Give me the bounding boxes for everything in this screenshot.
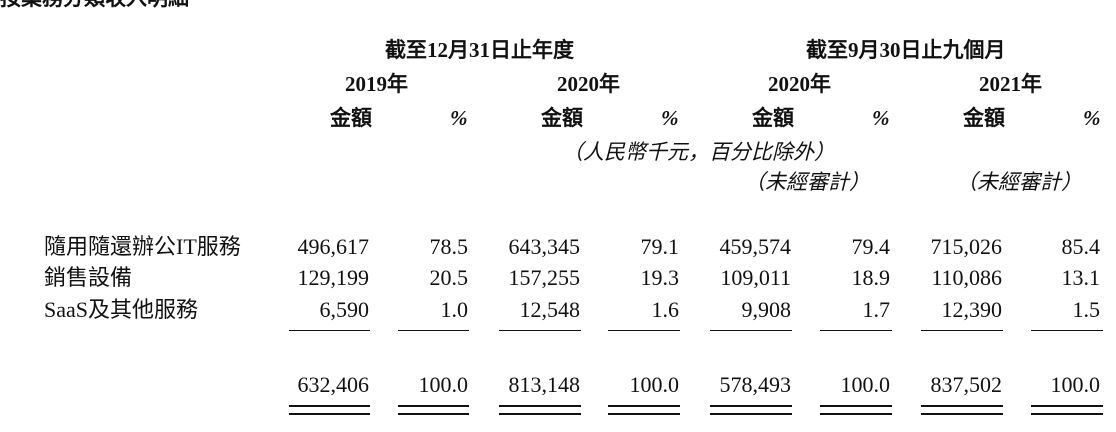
subtotal-rule-c3: [499, 330, 581, 331]
year-header-2019: 2019年: [345, 72, 408, 96]
cell-r2-c6: 18.9: [851, 265, 891, 290]
period-header-nine-months: 截至9月30日止九個月: [806, 38, 1006, 62]
period-header-annual: 截至12月31日止年度: [385, 38, 574, 62]
cell-r1-c8: 85.4: [1061, 234, 1101, 259]
total-c8: 100.0: [1050, 372, 1101, 397]
cell-r2-c1: 129,199: [297, 265, 370, 290]
cell-r3-c2: 1.0: [440, 297, 469, 322]
col-amount-1: 金額: [330, 106, 372, 130]
year-header-2020-nine: 2020年: [768, 72, 831, 96]
cell-r1-c3: 643,345: [508, 234, 581, 259]
col-amount-2: 金額: [541, 106, 583, 130]
unit-note: （人民幣千元，百分比除外）: [562, 140, 835, 164]
total-double-rule-c6: [820, 405, 892, 415]
total-double-rule-c4: [608, 405, 680, 415]
total-double-rule-c5: [710, 405, 792, 415]
cell-r1-c4: 79.1: [640, 234, 680, 259]
row-label-it-service: 隨用隨還辦公IT服務: [44, 234, 241, 259]
cell-r3-c7: 12,390: [941, 297, 1003, 322]
cell-r1-c2: 78.5: [429, 234, 469, 259]
subtotal-rule-c8: [1031, 330, 1103, 331]
cell-r2-c4: 19.3: [640, 265, 680, 290]
subtotal-rule-c6: [820, 330, 892, 331]
total-double-rule-c7: [921, 405, 1003, 415]
unaudited-note-2020: （未經審計）: [744, 170, 870, 194]
top-heading-fragment: 按業務分類收入明細: [0, 0, 189, 9]
subtotal-rule-c4: [608, 330, 680, 331]
col-percent-4: %: [1083, 106, 1101, 130]
col-amount-3: 金額: [752, 106, 794, 130]
subtotal-rule-c7: [921, 330, 1003, 331]
cell-r1-c1: 496,617: [297, 234, 370, 259]
subtotal-rule-c2: [398, 330, 469, 331]
total-double-rule-c1: [289, 405, 370, 415]
cell-r3-c8: 1.5: [1072, 297, 1101, 322]
col-amount-4: 金額: [963, 106, 1005, 130]
cell-r3-c1: 6,590: [319, 297, 370, 322]
total-c7: 837,502: [930, 372, 1003, 397]
cell-r3-c5: 9,908: [741, 297, 792, 322]
row-label-device-sales: 銷售設備: [44, 265, 133, 290]
year-header-2020-annual: 2020年: [557, 72, 620, 96]
total-double-rule-c8: [1031, 405, 1103, 415]
subtotal-rule-c5: [710, 330, 792, 331]
cell-r1-c5: 459,574: [719, 234, 792, 259]
year-header-2021: 2021年: [979, 72, 1042, 96]
total-c2: 100.0: [418, 372, 469, 397]
cell-r2-c2: 20.5: [429, 265, 469, 290]
col-percent-2: %: [661, 106, 679, 130]
total-c4: 100.0: [629, 372, 680, 397]
cell-r2-c7: 110,086: [931, 265, 1002, 290]
col-percent-1: %: [450, 106, 468, 130]
cell-r1-c6: 79.4: [851, 234, 891, 259]
cell-r2-c3: 157,255: [508, 265, 581, 290]
col-percent-3: %: [872, 106, 890, 130]
row-label-saas: SaaS及其他服務: [44, 297, 199, 322]
total-c6: 100.0: [840, 372, 891, 397]
subtotal-rule-c1: [289, 330, 370, 331]
cell-r2-c5: 109,011: [720, 265, 791, 290]
total-c3: 813,148: [508, 372, 581, 397]
cell-r1-c7: 715,026: [930, 234, 1003, 259]
total-c5: 578,493: [719, 372, 792, 397]
unaudited-note-2021: （未經審計）: [956, 170, 1082, 194]
total-double-rule-c2: [398, 405, 469, 415]
cell-r3-c3: 12,548: [519, 297, 581, 322]
total-c1: 632,406: [297, 372, 370, 397]
total-double-rule-c3: [499, 405, 581, 415]
cell-r2-c8: 13.1: [1061, 265, 1101, 290]
cell-r3-c4: 1.6: [651, 297, 680, 322]
cell-r3-c6: 1.7: [862, 297, 891, 322]
